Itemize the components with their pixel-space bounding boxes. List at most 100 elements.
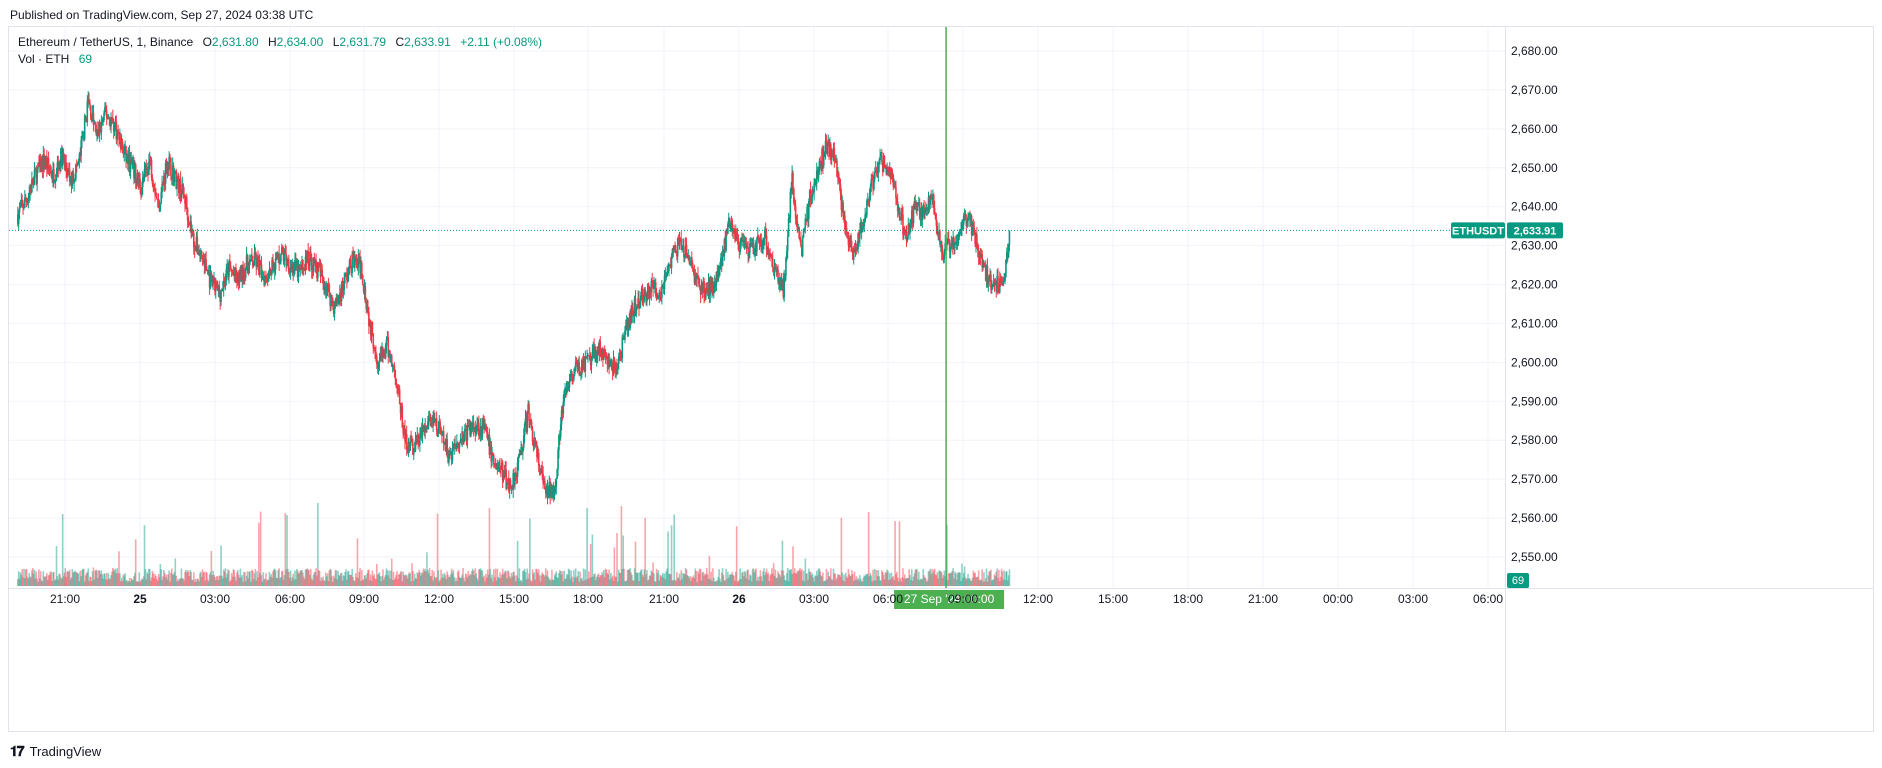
candle-body — [325, 288, 328, 291]
candle-body — [119, 136, 122, 150]
volume-bar — [19, 572, 22, 586]
candle-body — [134, 164, 136, 179]
candle-body — [662, 284, 665, 290]
volume-bar — [866, 574, 868, 586]
candle-body — [597, 346, 600, 354]
volume-bar — [223, 571, 226, 586]
candle-body — [179, 178, 182, 199]
candle-body — [337, 299, 339, 303]
volume-bar — [364, 575, 367, 586]
volume-bar — [264, 578, 266, 586]
volume-bar — [427, 569, 429, 586]
volume-bar — [903, 578, 905, 586]
candle-body — [659, 292, 661, 298]
volume-bar — [87, 568, 89, 586]
candle-body — [857, 232, 859, 250]
volume-bar — [744, 572, 747, 586]
volume-bar — [458, 576, 461, 586]
volume-bar — [451, 572, 454, 586]
volume-bar — [674, 579, 676, 586]
candle-body — [697, 275, 699, 279]
volume-bar — [784, 579, 786, 586]
candle-body — [855, 247, 858, 251]
volume-bar — [682, 572, 684, 586]
volume-bar — [595, 576, 598, 586]
candle-body — [726, 232, 728, 234]
candle-body — [113, 124, 116, 132]
candle-body — [816, 170, 819, 179]
volume-bar — [386, 570, 389, 586]
volume-bar — [84, 575, 87, 586]
volume-bar — [104, 573, 106, 586]
candle-body — [888, 167, 890, 173]
volume-bar — [793, 573, 795, 586]
candle-body — [648, 289, 651, 298]
candle-body — [894, 186, 896, 188]
candle-body — [410, 438, 412, 440]
volume-bar — [835, 579, 837, 586]
volume-bar — [487, 574, 490, 586]
candle-body — [168, 156, 170, 170]
candle-body — [678, 238, 681, 246]
candle-body — [946, 241, 948, 246]
candle-body — [952, 238, 954, 247]
volume-bar — [787, 581, 790, 586]
candle-body — [667, 271, 669, 273]
volume-bar — [850, 575, 852, 586]
candle-body — [513, 473, 515, 485]
volume-bar — [36, 578, 38, 586]
candle-body — [633, 297, 636, 317]
candle-body — [842, 202, 844, 217]
x-tick-label: 03:00 — [200, 592, 230, 606]
candle-body — [364, 286, 367, 303]
volume-bar — [324, 572, 327, 586]
candle-body — [167, 162, 170, 170]
candle-body — [1002, 281, 1005, 286]
volume-bar — [494, 568, 497, 586]
volume-bar — [817, 568, 820, 586]
candle-body — [631, 307, 633, 323]
candle-body — [75, 164, 77, 180]
candle-body — [128, 153, 131, 173]
volume-bar — [821, 576, 823, 586]
volume-bar — [235, 580, 237, 586]
volume-bar — [236, 572, 238, 586]
candle-body — [944, 243, 947, 250]
volume-bar — [22, 577, 24, 586]
volume-bar — [896, 577, 899, 586]
volume-bar — [97, 578, 99, 586]
volume-bar — [392, 571, 395, 586]
footer-brand[interactable]: 𝟏𝟕 TradingView — [10, 743, 101, 760]
candle-body — [978, 253, 981, 257]
candle-body — [968, 215, 970, 217]
candle-body — [872, 179, 874, 190]
candle-body — [701, 285, 704, 291]
volume-bar — [875, 570, 878, 586]
candle-body — [963, 214, 966, 216]
candle-body — [661, 284, 664, 286]
volume-bar — [679, 580, 682, 586]
volume-bar — [786, 573, 788, 586]
candle-body — [546, 485, 549, 498]
legend-close-label: C — [395, 35, 405, 49]
candle-body — [932, 195, 934, 201]
volume-bar — [573, 570, 575, 586]
candle-body — [361, 262, 363, 276]
volume-bar — [197, 578, 199, 586]
candle-body — [468, 425, 470, 427]
volume-bar — [619, 572, 622, 586]
volume-bar — [730, 574, 733, 586]
volume-bar — [888, 580, 890, 586]
volume-bar — [569, 578, 572, 586]
y-tick-label: 2,640.00 — [1511, 200, 1558, 214]
candle-body — [778, 277, 781, 290]
volume-bar — [644, 517, 646, 586]
candle-body — [716, 271, 719, 281]
volume-bar — [527, 578, 529, 586]
y-tick-label: 2,670.00 — [1511, 83, 1558, 97]
volume-bar — [94, 570, 97, 586]
candle-body — [207, 270, 209, 275]
volume-bar — [196, 578, 199, 586]
volume-bar — [423, 570, 426, 586]
